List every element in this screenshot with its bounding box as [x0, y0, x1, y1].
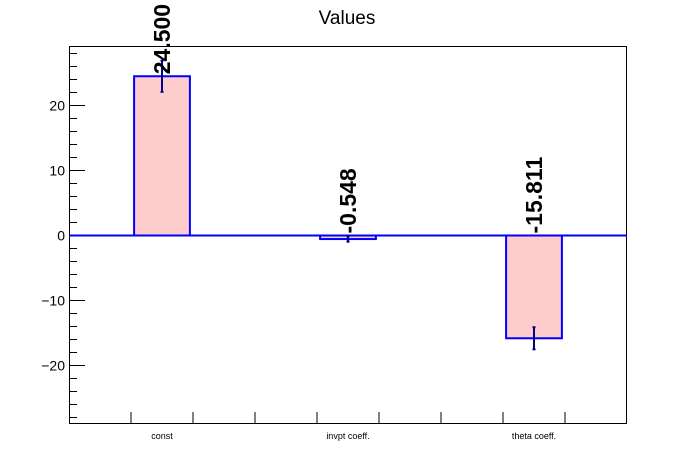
data-label-1: -0.548: [335, 168, 361, 233]
y-tick-label: −10: [41, 293, 65, 309]
y-tick-label: 10: [49, 163, 65, 179]
data-labels: 24.500 -0.548 -15.811: [149, 4, 547, 234]
error-bars: [160, 59, 536, 351]
bar-2: [505, 234, 563, 340]
y-tick-label: 20: [49, 98, 65, 114]
x-tick-label-1: invpt coeff.: [326, 431, 369, 441]
axis-ticks: [69, 53, 566, 424]
data-label-2: -15.811: [521, 157, 547, 234]
y-axis-tick-labels: −20 −10 0 10 20: [41, 98, 65, 374]
bar-0: [133, 75, 191, 237]
x-tick-label-0: const: [151, 431, 173, 441]
bars: [133, 75, 563, 340]
x-tick-label-2: theta coeff.: [512, 431, 556, 441]
y-tick-label: 0: [57, 228, 65, 244]
chart-title: Values: [319, 8, 376, 29]
data-label-0: 24.500: [149, 4, 175, 74]
y-tick-label: −20: [41, 358, 65, 374]
x-axis-tick-labels: const invpt coeff. theta coeff.: [151, 431, 556, 441]
